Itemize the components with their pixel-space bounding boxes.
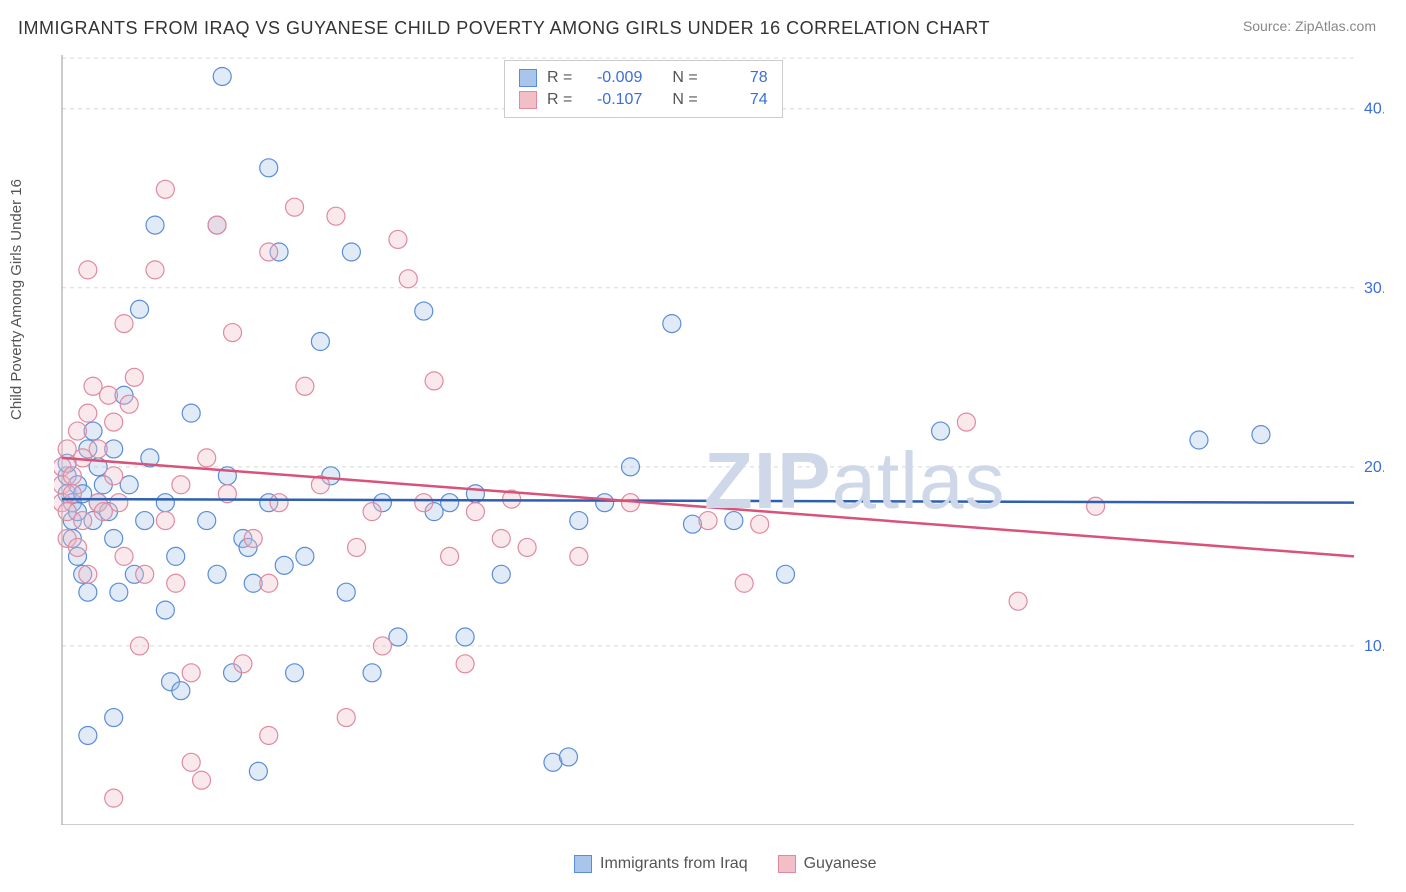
swatch-iraq	[519, 69, 537, 87]
y-axis-label: Child Poverty Among Girls Under 16	[8, 179, 25, 420]
swatch-guyanese	[519, 91, 537, 109]
svg-text:10.0%: 10.0%	[1364, 638, 1384, 655]
legend-item-iraq: Immigrants from Iraq	[574, 855, 748, 873]
legend-label-iraq: Immigrants from Iraq	[600, 855, 748, 873]
stats-row-guyanese: R = -0.107 N = 74	[519, 89, 768, 111]
source-label: Source: ZipAtlas.com	[1243, 18, 1376, 34]
stat-r-label: R =	[547, 91, 572, 109]
swatch-guyanese	[778, 855, 796, 873]
stats-legend-box: R = -0.009 N = 78 R = -0.107 N = 74	[504, 60, 783, 118]
stat-r-value-iraq: -0.009	[582, 69, 642, 87]
svg-text:40.0%: 40.0%	[1364, 101, 1384, 118]
chart-area: 10.0%20.0%30.0%40.0%0.0%25.0% ZIPatlas R…	[54, 55, 1384, 825]
header-bar: IMMIGRANTS FROM IRAQ VS GUYANESE CHILD P…	[0, 0, 1406, 49]
stat-r-label: R =	[547, 69, 572, 87]
legend-label-guyanese: Guyanese	[804, 855, 877, 873]
bottom-legend: Immigrants from Iraq Guyanese	[574, 855, 877, 873]
legend-item-guyanese: Guyanese	[778, 855, 877, 873]
stat-n-value-guyanese: 74	[708, 91, 768, 109]
stat-n-label: N =	[672, 69, 697, 87]
scatter-plot: 10.0%20.0%30.0%40.0%0.0%25.0%	[54, 55, 1384, 825]
stat-n-label: N =	[672, 91, 697, 109]
stat-n-value-iraq: 78	[708, 69, 768, 87]
swatch-iraq	[574, 855, 592, 873]
stat-r-value-guyanese: -0.107	[582, 91, 642, 109]
chart-title: IMMIGRANTS FROM IRAQ VS GUYANESE CHILD P…	[18, 18, 990, 39]
svg-text:20.0%: 20.0%	[1364, 459, 1384, 476]
svg-text:30.0%: 30.0%	[1364, 280, 1384, 297]
stats-row-iraq: R = -0.009 N = 78	[519, 67, 768, 89]
